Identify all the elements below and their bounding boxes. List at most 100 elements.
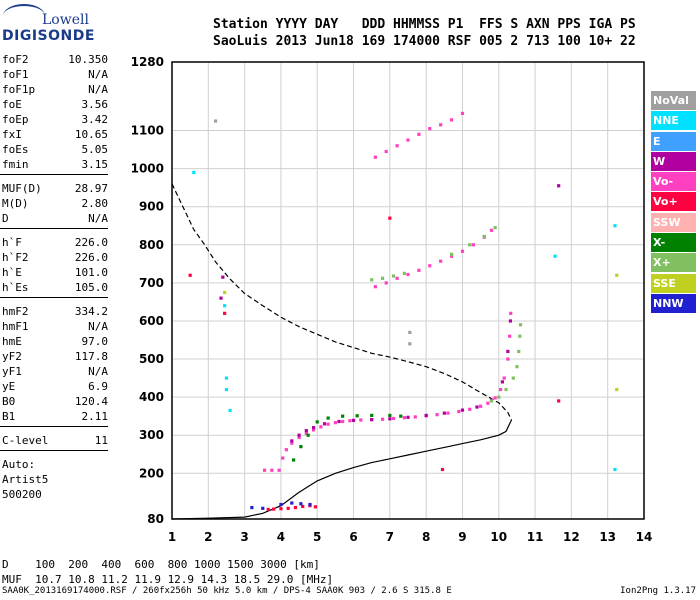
header-line1: Station YYYY DAY DDD HHMMSS P1 FFS S AXN…: [213, 17, 636, 32]
echo-point: [395, 276, 399, 280]
y-tick-label: 300: [139, 428, 164, 442]
echo-point: [395, 144, 399, 148]
echo-point: [502, 376, 506, 380]
logo-arc-icon: [3, 4, 45, 28]
scaled-parameters-panel: foF2 10.350 foF1 N/A foF1p N/A foE 3.56 foEp 3.42…: [0, 52, 108, 502]
echo-point: [223, 304, 227, 308]
param-separator: [0, 426, 108, 429]
echo-point: [391, 416, 396, 421]
param-row-he: h`E 101.0: [0, 265, 108, 280]
echo-point: [341, 419, 345, 424]
param-row-foe: foE 3.56: [0, 97, 108, 112]
echo-point: [261, 506, 265, 510]
echo-point: [406, 138, 410, 142]
chart-profile-lines: [171, 183, 513, 520]
echo-point: [319, 425, 323, 429]
distance-row: D 100 200 400 600 800 1000 1500 3000 [km…: [2, 558, 320, 571]
y-tick-label: 800: [139, 238, 164, 252]
echo-point: [468, 243, 472, 247]
param-separator: [0, 174, 108, 177]
echo-point: [439, 123, 443, 127]
y-tick-label: 600: [139, 314, 164, 328]
param-name: foE: [2, 98, 22, 111]
param-value: 334.2: [74, 305, 108, 318]
echo-point: [498, 387, 503, 392]
echo-point: [446, 411, 450, 415]
x-tick-label: 4: [277, 530, 285, 544]
echo-point: [557, 399, 561, 403]
echo-point: [277, 468, 281, 472]
param-separator: [0, 228, 108, 231]
echo-point: [402, 271, 406, 275]
x-tick-label: 10: [490, 530, 507, 544]
echo-point: [460, 111, 465, 116]
param-row-fof1p: foF1p N/A: [0, 82, 108, 97]
echo-point: [290, 441, 294, 445]
param-value: 3.42: [81, 113, 109, 126]
echo-point: [219, 296, 223, 300]
echo-point: [312, 428, 316, 432]
param-row-hf: h`F 226.0: [0, 235, 108, 250]
param-row-b1: B1 2.11: [0, 409, 108, 424]
x-tick-label: 3: [240, 530, 248, 544]
echo-point: [449, 118, 454, 122]
param-name: M(D): [2, 197, 29, 210]
echo-point: [482, 234, 486, 239]
echo-point: [424, 413, 428, 418]
param-name: B1: [2, 410, 16, 423]
auto-label: Auto:: [2, 458, 36, 471]
param-group-muf: MUF(D) 28.97 M(D) 2.80 D N/A: [0, 181, 108, 226]
echo-point: [506, 349, 510, 354]
echo-point: [388, 216, 392, 220]
legend-item-nne: NNE: [651, 111, 696, 131]
echo-point: [284, 448, 288, 452]
echo-point: [279, 507, 283, 511]
y-tick-label: 700: [139, 276, 164, 290]
param-value: 101.0: [74, 266, 108, 279]
param-value: 5.05: [81, 143, 109, 156]
param-row-fof2: foF2 10.350: [0, 52, 108, 67]
param-name: foEp: [2, 113, 29, 126]
chart-echo-traces: [188, 111, 619, 512]
lowell-digisonde-logo: Lowell DIGISONDE: [2, 2, 102, 44]
x-tick-label: 14: [636, 530, 653, 544]
param-value: N/A: [88, 212, 108, 225]
echo-point: [299, 502, 303, 506]
echo-point: [449, 252, 454, 256]
param-name: foEs: [2, 143, 29, 156]
echo-point: [224, 376, 229, 380]
echo-point: [417, 268, 421, 272]
param-value: N/A: [88, 320, 108, 333]
logo-line1: Lowell: [42, 12, 89, 28]
param-value: N/A: [88, 68, 108, 81]
echo-point: [272, 507, 276, 511]
param-row-yf1: yF1 N/A: [0, 364, 108, 379]
echo-point: [435, 413, 439, 417]
echo-point: [304, 429, 308, 433]
param-row-hmf2: hmF2 334.2: [0, 304, 108, 319]
x-tick-label: 8: [422, 530, 430, 544]
x-tick-label: 1: [168, 530, 176, 544]
legend-item-sse: SSE: [651, 273, 696, 293]
echo-point: [373, 285, 377, 289]
echo-point: [292, 458, 296, 462]
param-row-hf2: h`F2 226.0: [0, 250, 108, 265]
y-tick-label: 900: [139, 200, 164, 214]
echo-point: [508, 334, 512, 338]
param-name: foF1: [2, 68, 29, 81]
echo-point: [460, 249, 465, 253]
echo-point: [250, 505, 254, 510]
echo-point: [417, 132, 421, 136]
echo-point: [613, 467, 617, 472]
param-name: yF1: [2, 365, 22, 378]
echo-point: [399, 414, 403, 418]
chart-axes: [171, 61, 645, 520]
param-row-hmf1: hmF1 N/A: [0, 319, 108, 334]
echo-point: [301, 504, 305, 509]
polarization-legend: NoVal NNE E W Vo- Vo+ SSW X- X+ SSE NNW: [651, 91, 696, 314]
echo-point: [468, 407, 472, 411]
param-row-d: D N/A: [0, 211, 108, 226]
param-row-foes: foEs 5.05: [0, 142, 108, 157]
echo-point: [442, 411, 446, 415]
